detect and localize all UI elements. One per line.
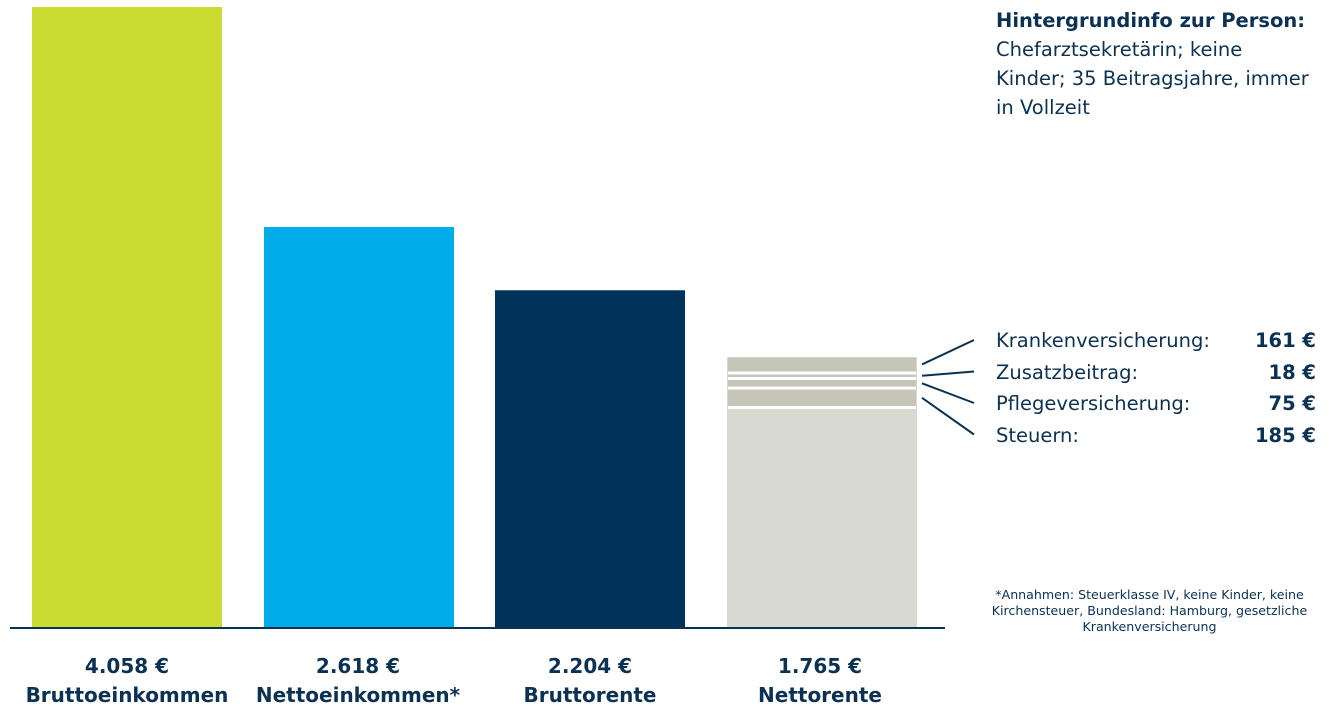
bar-label-nettorente: 1.765 € Nettorente [700, 652, 940, 710]
person-info-heading: Hintergrundinfo zur Person: [996, 9, 1306, 32]
deduction-segment [728, 389, 916, 406]
bar-bruttorente [495, 290, 685, 627]
deduction-segment [728, 357, 916, 372]
deduction-value: 185 € [1254, 423, 1316, 447]
value-label: 4.058 € [84, 654, 170, 678]
value-label: 2.618 € [315, 654, 401, 678]
bar-label-bruttoeinkommen: 4.058 € Bruttoeinkommen [7, 652, 247, 710]
category-label: Nettoeinkommen* [255, 683, 461, 707]
deduction-segment [728, 380, 916, 387]
deduction-row: Pflegeversicherung: 75 € [996, 388, 1316, 420]
deduction-breakdown: Krankenversicherung: 161 € Zusatzbeitrag… [996, 325, 1316, 451]
deduction-label: Pflegeversicherung: [996, 392, 1191, 415]
leader-line [921, 382, 975, 404]
leader-line [921, 396, 975, 436]
deduction-label: Steuern: [996, 423, 1079, 447]
segment-separator [728, 405, 916, 409]
deduction-label: Zusatzbeitrag: [996, 360, 1139, 384]
category-label: Nettorente [758, 683, 882, 707]
deduction-segment [728, 374, 916, 378]
leader-line [921, 339, 975, 366]
segment-separator [728, 377, 916, 381]
bar-bruttoeinkommen [32, 7, 222, 627]
deduction-row: Zusatzbeitrag: 18 € [996, 357, 1316, 389]
footnote: *Annahmen: Steuerklasse IV, keine Kinder… [991, 587, 1308, 634]
deduction-row: Steuern: 185 € [996, 420, 1316, 452]
value-label: 1.765 € [777, 654, 863, 678]
deduction-value: 161 € [1254, 329, 1316, 352]
person-info: Hintergrundinfo zur Person: Chefarztsekr… [996, 6, 1316, 122]
value-label: 2.204 € [547, 654, 633, 678]
category-label: Bruttoeinkommen [25, 683, 229, 707]
deduction-row: Krankenversicherung: 161 € [996, 325, 1316, 357]
deduction-value: 75 € [1268, 392, 1317, 415]
bar-nettoeinkommen [264, 227, 454, 627]
segment-separator [728, 386, 916, 390]
bar-label-nettoeinkommen: 2.618 € Nettoeinkommen* [238, 652, 478, 710]
deduction-label: Krankenversicherung: [996, 329, 1210, 352]
leader-line [921, 370, 975, 377]
person-info-text: Chefarztsekretärin; keine Kinder; 35 Bei… [996, 38, 1309, 119]
category-label: Bruttorente [523, 683, 657, 707]
segment-separator [728, 371, 916, 375]
deduction-value: 18 € [1268, 360, 1317, 384]
bar-label-bruttorente: 2.204 € Bruttorente [470, 652, 710, 710]
